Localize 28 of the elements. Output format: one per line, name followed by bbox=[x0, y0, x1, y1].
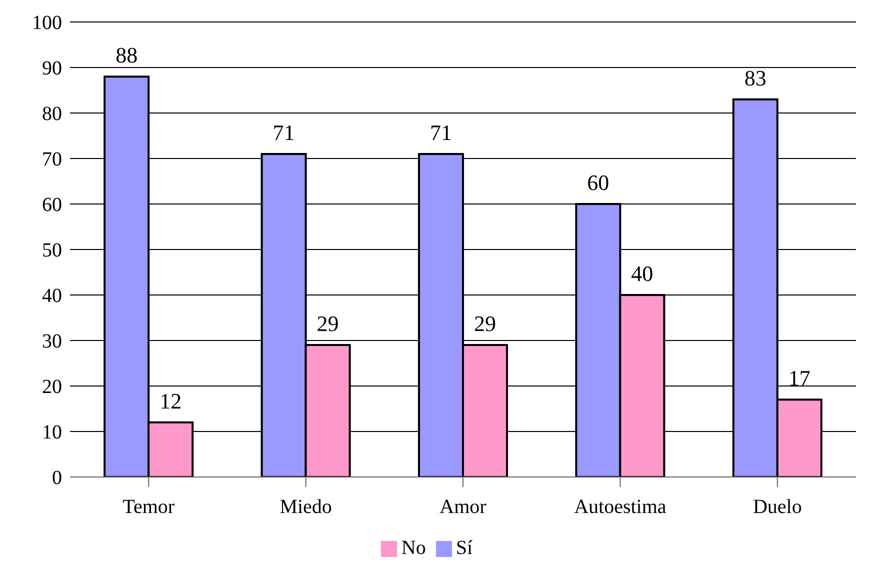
y-tick-label: 60 bbox=[42, 194, 62, 216]
data-label: 88 bbox=[116, 42, 138, 68]
data-label: 17 bbox=[788, 366, 810, 391]
y-tick-label: 40 bbox=[42, 285, 62, 308]
y-tick-label: 90 bbox=[42, 58, 62, 80]
y-tick-label: 80 bbox=[42, 103, 62, 126]
y-tick-label: 70 bbox=[42, 148, 62, 171]
data-label: 12 bbox=[160, 388, 182, 414]
x-tick-label: Autoestima bbox=[574, 496, 666, 518]
y-tick-label: 0 bbox=[52, 467, 62, 490]
x-tick-label: Miedo bbox=[280, 496, 332, 518]
data-label: 40 bbox=[631, 261, 654, 286]
legend-label: No bbox=[401, 537, 426, 559]
legend-label: Sí bbox=[456, 537, 473, 559]
y-tick-label: 10 bbox=[42, 422, 62, 444]
y-tick-label: 30 bbox=[42, 330, 62, 353]
y-tick-label: 50 bbox=[42, 240, 62, 262]
y-tick-label: 100 bbox=[32, 12, 62, 34]
data-label: 71 bbox=[430, 120, 452, 145]
data-label: 29 bbox=[316, 311, 339, 336]
data-label: 83 bbox=[744, 65, 766, 90]
data-label: 71 bbox=[272, 120, 295, 145]
y-tick-label: 20 bbox=[42, 376, 62, 398]
x-tick-label: Amor bbox=[440, 496, 487, 518]
data-label: 60 bbox=[587, 170, 610, 195]
data-label: 29 bbox=[474, 311, 496, 336]
x-tick-label: Temor bbox=[122, 496, 175, 518]
x-tick-label: Duelo bbox=[752, 496, 802, 518]
